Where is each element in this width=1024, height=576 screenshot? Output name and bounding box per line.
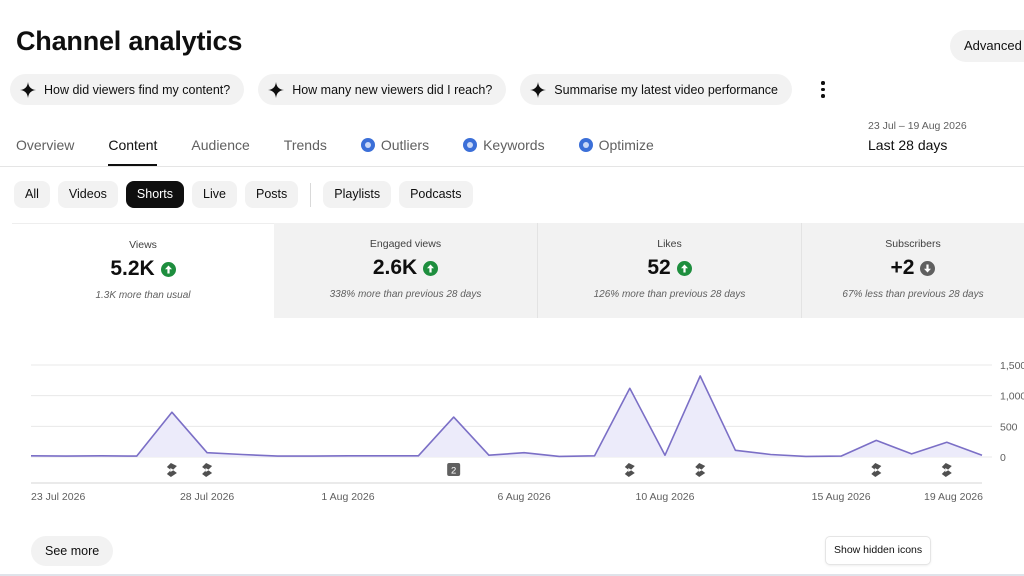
more-options-icon[interactable] bbox=[816, 78, 830, 102]
sparkle-icon bbox=[530, 81, 547, 98]
suggestion-chip[interactable]: How did viewers find my content? bbox=[10, 74, 245, 105]
filter-separator bbox=[310, 182, 312, 207]
suggestion-chip[interactable]: Summarise my latest video performance bbox=[520, 74, 792, 105]
tab-optimize[interactable]: Optimize bbox=[578, 126, 654, 166]
metric-comparison: 1.3K more than usual bbox=[95, 290, 191, 301]
views-line bbox=[30, 375, 983, 458]
tab-label: Optimize bbox=[598, 137, 654, 153]
y-tick-label: 0 bbox=[1000, 452, 1006, 464]
suggestion-label: How did viewers find my content? bbox=[44, 82, 231, 97]
metric-value-row: 5.2K bbox=[12, 257, 274, 281]
ai-feature-icon bbox=[360, 138, 375, 152]
filter-chip-posts[interactable]: Posts bbox=[244, 181, 299, 208]
x-tick-label: 15 Aug 2026 bbox=[812, 491, 871, 503]
metric-card-views[interactable]: Views 5.2K 1.3K more than usual bbox=[12, 223, 274, 318]
views-chart: 0 500 1,000 1,500 2 23 Jul 2026 28 Jul 2026 1 A… bbox=[0, 340, 1024, 510]
views-chart-svg: 0 500 1,000 1,500 2 23 Jul 2026 28 Jul 2026 1 A… bbox=[30, 360, 1024, 503]
metric-comparison: 67% less than previous 28 days bbox=[842, 289, 984, 300]
metric-value: 2.6K bbox=[372, 256, 418, 279]
x-tick-label: 1 Aug 2026 bbox=[321, 491, 374, 503]
metric-value-row: +2 bbox=[802, 256, 1024, 280]
metric-card-engaged-views[interactable]: Engaged views 2.6K 338% more than previous… bbox=[274, 223, 538, 318]
metric-label: Engaged views bbox=[369, 238, 442, 250]
filter-chip-playlists[interactable]: Playlists bbox=[323, 181, 392, 208]
ai-feature-icon bbox=[578, 138, 593, 152]
x-tick-label: 28 Jul 2026 bbox=[180, 491, 234, 503]
x-tick-label: 6 Aug 2026 bbox=[498, 491, 551, 503]
tab-label: Trends bbox=[283, 137, 327, 153]
date-range-picker[interactable]: 23 Jul – 19 Aug 2026 Last 28 days bbox=[868, 120, 967, 153]
tab-outliers[interactable]: Outliers bbox=[360, 126, 430, 166]
filter-chip-podcasts[interactable]: Podcasts bbox=[399, 181, 473, 208]
shorts-icon[interactable] bbox=[202, 463, 213, 477]
filter-chip-videos[interactable]: Videos bbox=[57, 181, 118, 208]
metric-comparison: 126% more than previous 28 days bbox=[593, 289, 746, 300]
bottom-divider bbox=[0, 574, 1024, 576]
content-type-filters: All Videos Shorts Live Posts Playlists Podcast… bbox=[14, 181, 473, 208]
metric-label: Subscribers bbox=[885, 238, 941, 250]
metric-comparison: 338% more than previous 28 days bbox=[329, 289, 482, 300]
advanced-mode-button[interactable]: Advanced m bbox=[950, 30, 1024, 62]
metric-card-likes[interactable]: Likes 52 126% more than previous 28 days bbox=[538, 223, 802, 318]
ai-feature-icon bbox=[463, 138, 478, 152]
filter-chip-all[interactable]: All bbox=[14, 181, 50, 208]
y-tick-label: 500 bbox=[1000, 421, 1018, 433]
ai-suggestions: How did viewers find my content? How many… bbox=[10, 74, 830, 105]
metric-label: Views bbox=[129, 239, 157, 251]
video-count-label: 2 bbox=[451, 466, 456, 477]
date-range-span: 23 Jul – 19 Aug 2026 bbox=[868, 120, 967, 132]
metric-cards: Views 5.2K 1.3K more than usual Engaged vie… bbox=[12, 223, 1024, 318]
x-tick-label: 19 Aug 2026 bbox=[924, 491, 983, 503]
x-tick-label: 23 Jul 2026 bbox=[31, 491, 85, 503]
shorts-icon[interactable] bbox=[695, 463, 706, 477]
metric-value: 5.2K bbox=[110, 257, 155, 280]
tabs-divider bbox=[0, 166, 1024, 167]
tab-label: Keywords bbox=[483, 137, 545, 153]
tab-keywords[interactable]: Keywords bbox=[463, 126, 545, 166]
sparkle-icon bbox=[20, 81, 36, 98]
tab-label: Outliers bbox=[380, 137, 430, 153]
metric-value: 52 bbox=[647, 256, 671, 279]
metric-value-row: 52 bbox=[538, 256, 801, 280]
sparkle-icon bbox=[268, 81, 285, 98]
shorts-icon[interactable] bbox=[624, 463, 635, 477]
metric-value: +2 bbox=[890, 256, 915, 279]
metric-card-subscribers[interactable]: Subscribers +2 67% less than previous 28 d… bbox=[802, 223, 1024, 318]
y-tick-label: 1,500 bbox=[1000, 360, 1024, 372]
suggestion-label: How many new viewers did I reach? bbox=[292, 82, 493, 97]
suggestion-chip[interactable]: How many new viewers did I reach? bbox=[258, 74, 507, 105]
show-hidden-icons-tooltip: Show hidden icons bbox=[826, 537, 931, 564]
video-count-badge[interactable]: 2 bbox=[447, 463, 461, 477]
tab-label: Audience bbox=[191, 137, 250, 153]
tab-label: Overview bbox=[16, 137, 75, 153]
analytics-tabs: Overview Content Audience Trends Outliers Key… bbox=[16, 126, 688, 166]
arrow-up-icon bbox=[676, 260, 692, 276]
metric-value-row: 2.6K bbox=[274, 256, 537, 280]
arrow-up-icon bbox=[423, 260, 439, 276]
tab-content[interactable]: Content bbox=[108, 126, 158, 166]
metric-label: Likes bbox=[657, 238, 682, 250]
date-range-label: Last 28 days bbox=[868, 137, 948, 153]
x-tick-label: 10 Aug 2026 bbox=[636, 491, 695, 503]
tab-label: Content bbox=[108, 137, 158, 153]
shorts-icon[interactable] bbox=[166, 463, 177, 477]
tab-trends[interactable]: Trends bbox=[284, 126, 327, 166]
views-area bbox=[31, 376, 982, 457]
tab-overview[interactable]: Overview bbox=[16, 126, 74, 166]
see-more-button[interactable]: See more bbox=[31, 536, 114, 566]
arrow-down-icon bbox=[920, 260, 936, 276]
y-tick-label: 1,000 bbox=[1000, 391, 1024, 403]
shorts-icon[interactable] bbox=[941, 463, 952, 477]
page-title: Channel analytics bbox=[16, 26, 243, 56]
suggestion-label: Summarise my latest video performance bbox=[554, 82, 778, 97]
shorts-icon[interactable] bbox=[871, 463, 882, 477]
arrow-up-icon bbox=[160, 261, 176, 277]
filter-chip-shorts[interactable]: Shorts bbox=[125, 181, 185, 208]
filter-chip-live[interactable]: Live bbox=[192, 181, 237, 208]
tab-audience[interactable]: Audience bbox=[191, 126, 249, 166]
